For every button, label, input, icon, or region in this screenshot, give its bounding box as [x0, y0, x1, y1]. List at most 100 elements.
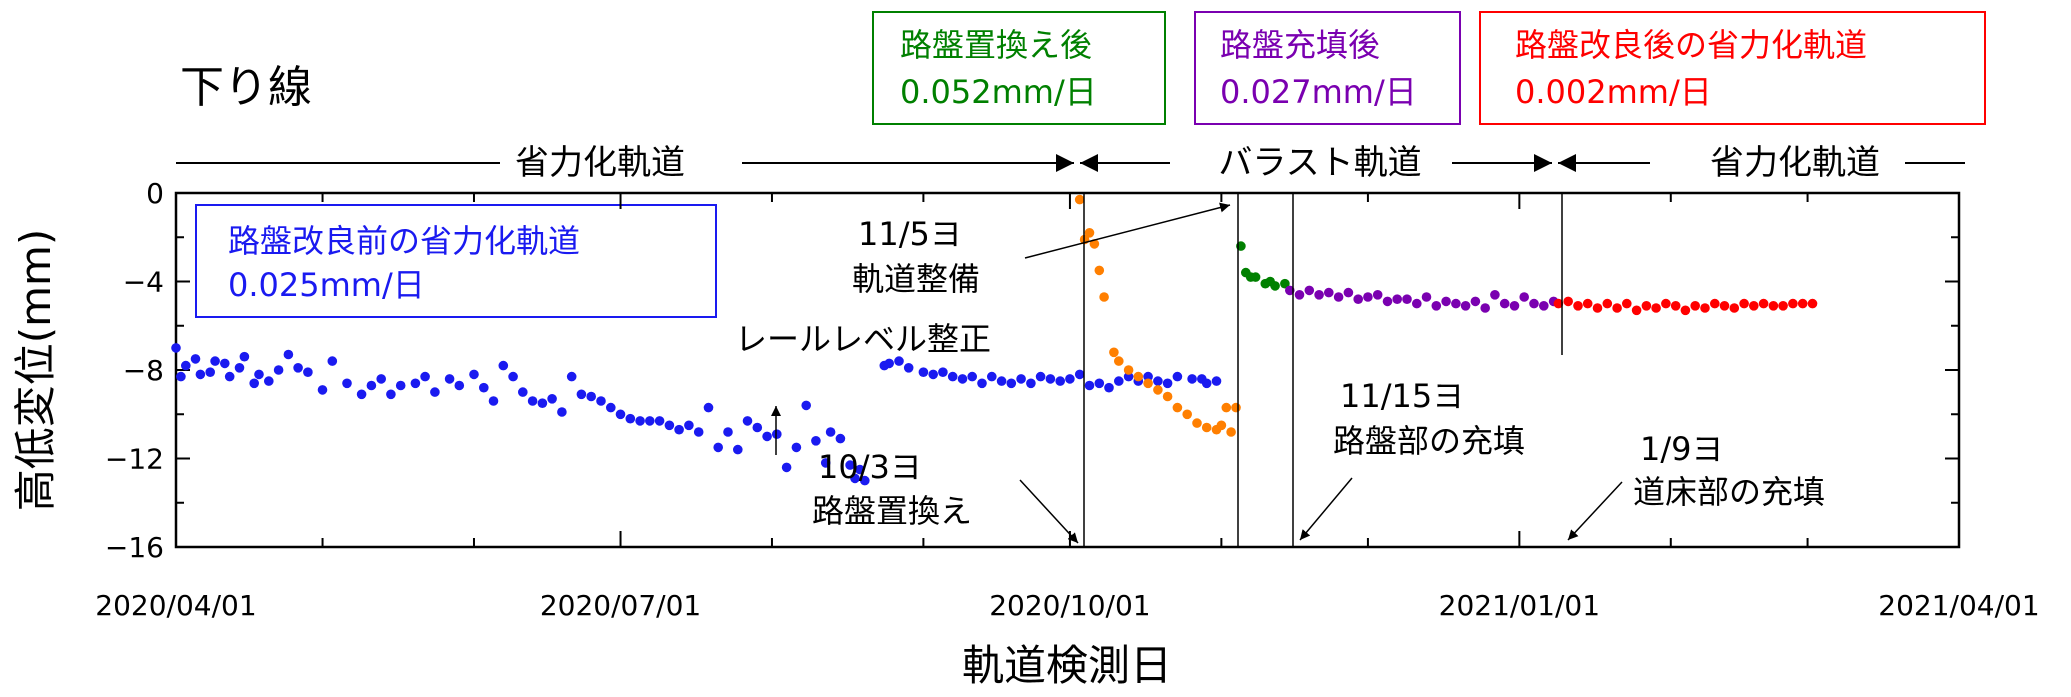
- data-point: [1333, 292, 1344, 302]
- data-point: [566, 371, 577, 382]
- data-point: [454, 380, 465, 391]
- data-point: [264, 376, 274, 386]
- data-point: [1470, 296, 1481, 307]
- data-point: [1539, 301, 1549, 311]
- data-point: [366, 380, 377, 391]
- data-point: [1285, 285, 1295, 296]
- data-point: [1631, 305, 1642, 316]
- data-point: [1153, 385, 1163, 395]
- box-after-filling-label: 路盤充填後: [1220, 26, 1380, 64]
- data-point: [1074, 369, 1085, 380]
- data-point: [488, 396, 499, 406]
- box-before-label: 路盤改良前の省力化軌道: [228, 222, 580, 260]
- data-point: [386, 389, 396, 400]
- chart-title: 下り線: [180, 62, 312, 113]
- y-tick-label: −8: [123, 354, 164, 387]
- annotation-rail-level: レールレベル整正: [735, 320, 991, 455]
- box-after-filling-rate: 0.027mm/日: [1220, 73, 1417, 111]
- annotation-0109: 1/9ヨ 道床部の充填: [1567, 430, 1825, 541]
- y-tick-label: 0: [146, 177, 164, 210]
- data-point: [1353, 294, 1363, 305]
- data-point: [1807, 298, 1818, 309]
- data-point: [825, 427, 836, 437]
- data-point: [224, 371, 235, 382]
- data-point: [1084, 380, 1095, 391]
- data-point: [1074, 194, 1085, 205]
- data-point: [742, 416, 753, 426]
- y-tick-label: −4: [123, 266, 164, 299]
- data-point: [835, 433, 846, 444]
- data-point: [1343, 287, 1354, 298]
- data-point: [176, 371, 186, 382]
- data-point: [625, 413, 636, 424]
- data-point: [1758, 298, 1769, 309]
- annotation-1003: 10/3ヨ 路盤置換え: [812, 448, 1079, 544]
- data-point: [1114, 376, 1124, 386]
- data-point: [356, 389, 367, 400]
- data-point: [1221, 402, 1232, 413]
- data-point: [811, 436, 821, 446]
- data-point: [317, 385, 328, 395]
- data-point: [1509, 301, 1520, 311]
- data-point: [1490, 290, 1500, 300]
- x-axis: 2020/04/01 2020/07/01 2020/10/01 2021/01/01…: [95, 193, 2040, 622]
- data-point: [1768, 301, 1779, 311]
- data-point: [220, 358, 230, 369]
- data-point: [703, 402, 714, 413]
- data-point: [1114, 356, 1124, 366]
- data-point: [1382, 296, 1393, 307]
- data-point: [1216, 420, 1227, 431]
- data-point: [576, 389, 587, 400]
- data-point: [1661, 298, 1671, 309]
- data-point: [1573, 301, 1583, 311]
- data-point: [1421, 292, 1432, 302]
- x-tick-label: 2020/10/01: [989, 589, 1150, 622]
- data-point: [957, 374, 968, 384]
- data-point: [195, 369, 206, 380]
- data-point: [1109, 347, 1119, 358]
- data-point: [1094, 378, 1105, 389]
- data-point: [654, 416, 665, 426]
- data-point: [1553, 298, 1564, 309]
- data-point: [527, 396, 538, 406]
- box-before-rate: 0.025mm/日: [228, 266, 425, 304]
- data-point: [1035, 371, 1046, 382]
- data-point: [1563, 296, 1573, 307]
- data-point: [205, 367, 215, 378]
- data-point: [996, 376, 1007, 386]
- data-point: [395, 380, 406, 391]
- data-point: [1324, 287, 1334, 298]
- data-point: [537, 398, 548, 409]
- data-point: [918, 367, 929, 378]
- data-point: [1201, 422, 1212, 433]
- data-point: [1700, 303, 1710, 313]
- data-point: [1123, 371, 1134, 382]
- data-point: [664, 420, 675, 431]
- data-point: [1431, 301, 1442, 311]
- data-point: [1729, 303, 1740, 313]
- event-lines: [1083, 193, 1563, 547]
- annotation-1105-text: 軌道整備: [852, 260, 980, 298]
- data-point: [430, 387, 440, 397]
- data-point: [1402, 294, 1412, 305]
- data-point: [596, 396, 606, 406]
- annotation-1105: 11/5ヨ 軌道整備: [852, 202, 1231, 298]
- data-point: [1680, 305, 1691, 316]
- data-point: [1006, 378, 1017, 389]
- data-point: [1211, 376, 1222, 386]
- annotation-1115-date: 11/15ヨ: [1340, 377, 1464, 415]
- data-point: [1749, 301, 1759, 311]
- data-point: [850, 473, 860, 484]
- data-point: [303, 367, 313, 378]
- data-point: [938, 367, 948, 378]
- data-points: [171, 194, 1818, 486]
- data-point: [293, 363, 303, 373]
- data-point: [1582, 298, 1593, 309]
- data-point: [894, 356, 904, 366]
- data-point: [1314, 290, 1324, 300]
- data-point: [1280, 278, 1290, 289]
- data-point: [1089, 239, 1100, 249]
- data-point: [1363, 292, 1373, 302]
- data-point: [1304, 285, 1315, 296]
